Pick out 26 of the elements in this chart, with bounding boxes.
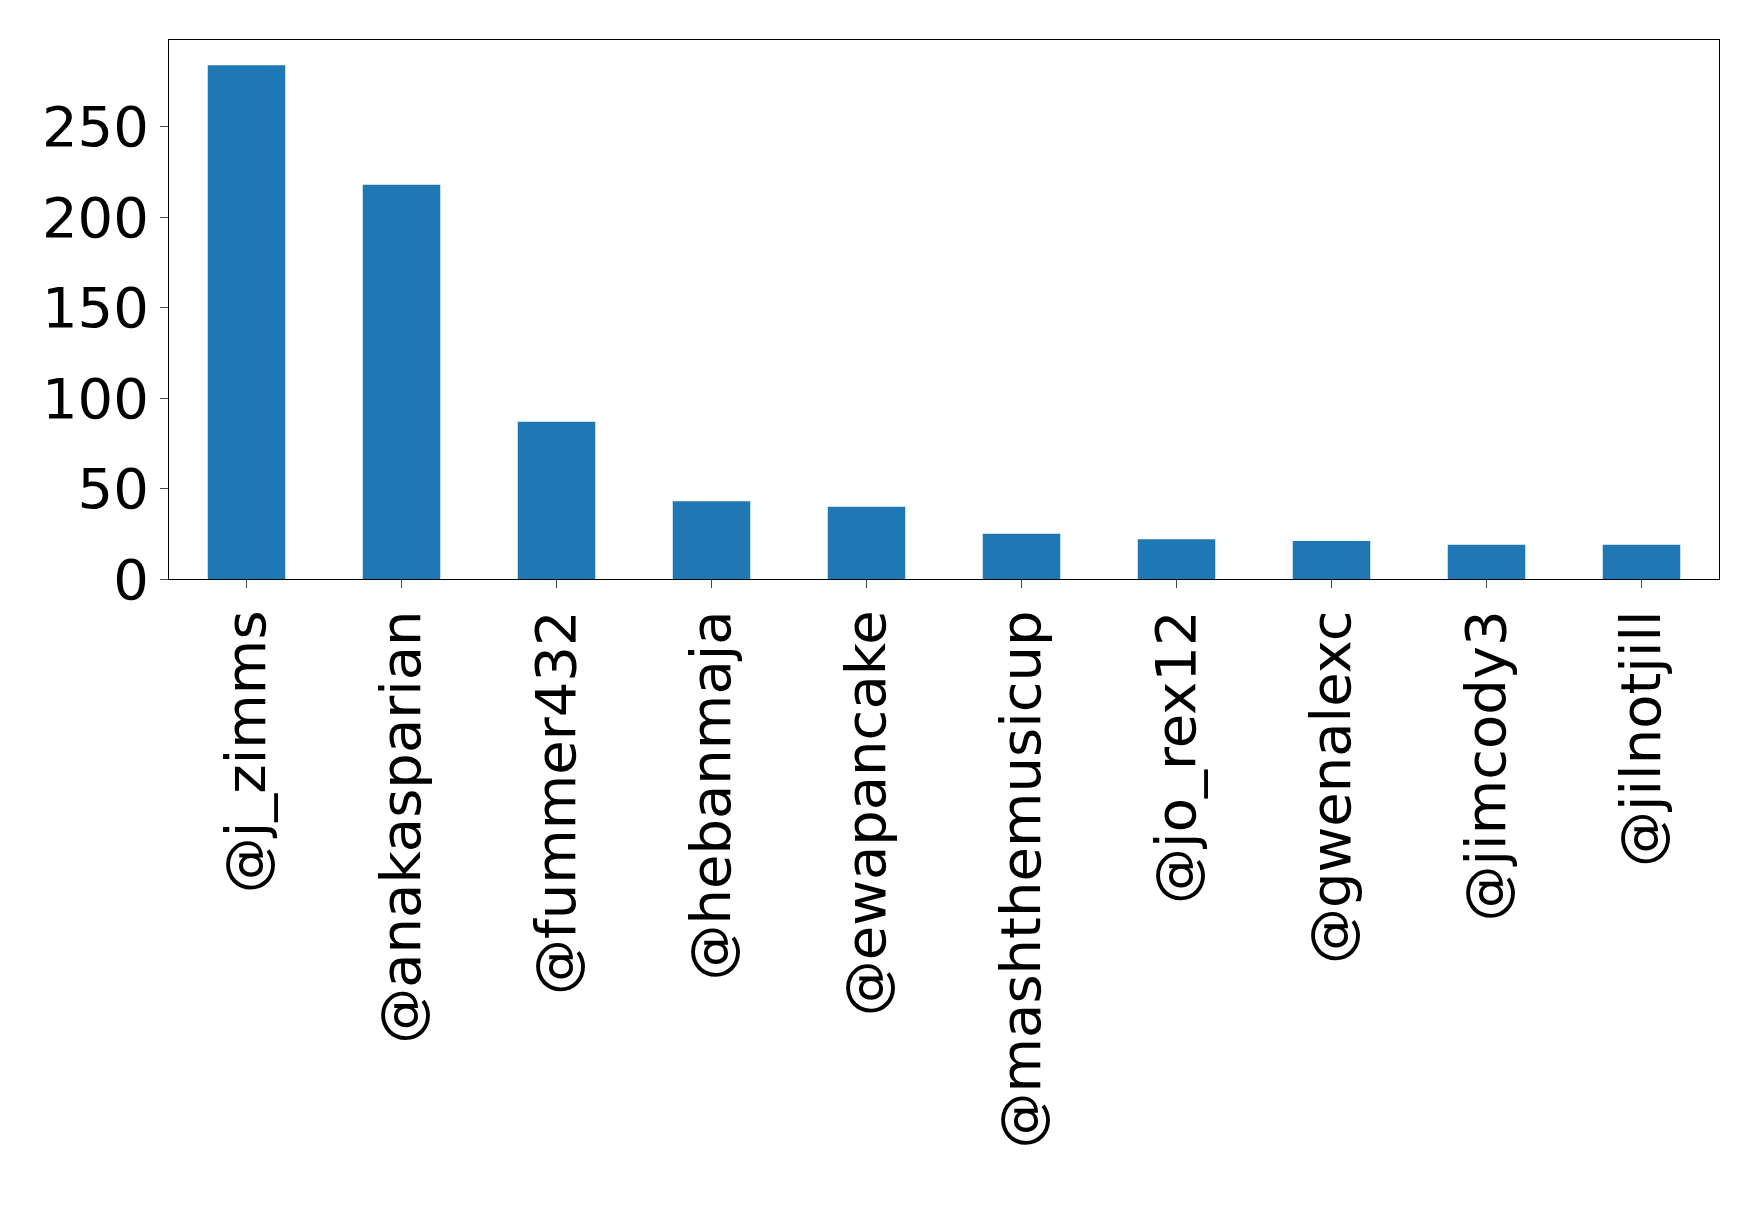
y-tick-label: 100 — [41, 365, 149, 431]
bar — [1292, 541, 1371, 579]
bar — [982, 533, 1061, 579]
bar — [672, 501, 751, 579]
bar — [827, 506, 906, 579]
bar — [1447, 544, 1526, 579]
y-tick-label: 200 — [41, 184, 149, 250]
bar — [362, 184, 441, 579]
x-tick-label: @hebanmaja — [677, 610, 743, 981]
x-tick-label: @jimcody3 — [1452, 610, 1518, 922]
bar — [517, 421, 596, 579]
x-tick-label: @j_zimms — [212, 610, 278, 894]
x-tick-label: @fummer432 — [522, 610, 588, 996]
x-tick-label: @anakasparian — [367, 610, 433, 1044]
bar — [1137, 539, 1216, 579]
x-tick-label: @jo_rex12 — [1142, 610, 1208, 904]
x-tick-label: @jilnotjill — [1607, 610, 1673, 868]
y-tick-label: 0 — [113, 546, 149, 612]
y-tick-label: 250 — [41, 94, 149, 160]
y-tick-label: 50 — [77, 456, 149, 522]
x-tick-label: @ewapancake — [832, 610, 898, 1017]
bar — [1602, 544, 1681, 579]
x-tick-label: @mashthemusicup — [987, 610, 1053, 1149]
x-tick-label: @gwenalexc — [1297, 610, 1363, 964]
bar — [207, 65, 286, 579]
y-tick-label: 150 — [41, 275, 149, 341]
